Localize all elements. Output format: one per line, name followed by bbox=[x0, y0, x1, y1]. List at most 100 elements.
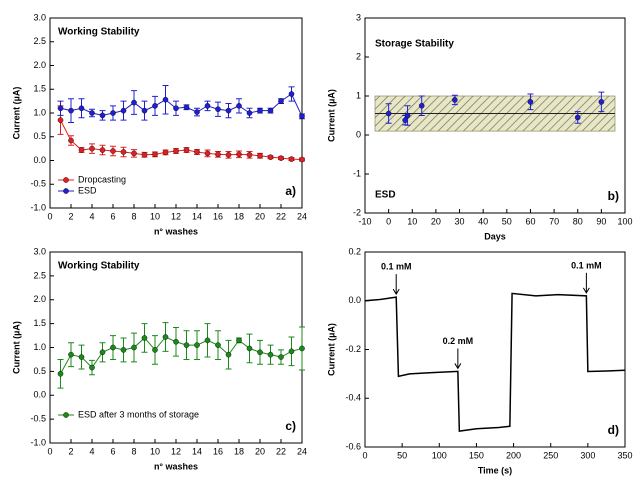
legend-label: Dropcasting bbox=[78, 174, 126, 184]
y-tick-label: 0.5 bbox=[33, 131, 46, 141]
x-tick-label: 8 bbox=[131, 446, 136, 456]
x-axis-label: Time (s) bbox=[478, 465, 512, 475]
legend-marker bbox=[63, 177, 69, 183]
y-tick-label: 1.5 bbox=[33, 84, 46, 94]
marker bbox=[288, 348, 295, 355]
marker bbox=[246, 110, 253, 116]
x-tick-label: 16 bbox=[213, 211, 223, 221]
marker bbox=[385, 110, 392, 117]
arrow bbox=[392, 274, 400, 296]
marker bbox=[299, 156, 305, 163]
y-tick-label: -1.0 bbox=[30, 437, 46, 447]
marker bbox=[299, 113, 305, 120]
marker bbox=[452, 97, 458, 103]
x-tick-label: 8 bbox=[131, 211, 136, 221]
y-axis-label: Current (µA) bbox=[11, 87, 21, 140]
x-tick-label: 100 bbox=[432, 450, 447, 460]
x-tick-label: 2 bbox=[68, 446, 73, 456]
x-tick-label: 22 bbox=[276, 446, 286, 456]
marker bbox=[288, 91, 295, 97]
marker bbox=[204, 337, 211, 344]
marker bbox=[278, 155, 284, 161]
x-tick-label: 80 bbox=[573, 216, 583, 226]
x-tick-label: 200 bbox=[506, 450, 521, 460]
x-tick-label: 350 bbox=[617, 450, 632, 460]
x-tick-label: 24 bbox=[297, 211, 307, 221]
y-tick-label: -0.6 bbox=[345, 441, 361, 451]
marker bbox=[99, 112, 106, 119]
marker bbox=[152, 151, 158, 158]
marker bbox=[68, 351, 74, 358]
y-tick-label: 2.5 bbox=[33, 270, 46, 280]
marker bbox=[120, 149, 127, 155]
marker bbox=[574, 114, 581, 121]
y-tick-label: 3.0 bbox=[33, 246, 46, 256]
marker bbox=[57, 105, 64, 112]
y-axis-label: Current (µA) bbox=[326, 323, 336, 376]
marker bbox=[57, 370, 64, 377]
marker bbox=[404, 112, 411, 119]
marker bbox=[215, 151, 221, 158]
y-tick-label: -0.5 bbox=[30, 179, 46, 189]
marker bbox=[120, 107, 127, 114]
marker bbox=[141, 107, 148, 114]
marker bbox=[418, 102, 425, 109]
x-tick-label: 70 bbox=[549, 216, 559, 226]
marker bbox=[204, 103, 211, 109]
x-tick-label: 60 bbox=[525, 216, 535, 226]
x-tick-label: 6 bbox=[110, 446, 115, 456]
y-tick-label: 0 bbox=[356, 129, 361, 139]
marker bbox=[183, 342, 190, 348]
x-tick-label: 0 bbox=[362, 450, 367, 460]
marker bbox=[215, 106, 221, 112]
legend-marker bbox=[63, 412, 69, 418]
x-tick-label: 20 bbox=[431, 216, 441, 226]
marker bbox=[162, 149, 169, 156]
x-axis-label: n° washes bbox=[154, 226, 198, 236]
annotation: Working Stability bbox=[58, 261, 140, 272]
series-line bbox=[364, 292, 626, 433]
marker bbox=[68, 137, 74, 144]
marker bbox=[89, 110, 95, 116]
y-tick-label: 1.0 bbox=[33, 342, 46, 352]
x-tick-label: 250 bbox=[543, 450, 558, 460]
marker bbox=[194, 342, 200, 348]
marker bbox=[194, 149, 200, 155]
marker bbox=[194, 109, 200, 115]
marker bbox=[78, 105, 85, 112]
marker bbox=[236, 337, 242, 344]
marker bbox=[225, 151, 232, 158]
annotation: ESD bbox=[375, 190, 396, 201]
y-tick-label: 0.0 bbox=[33, 390, 46, 400]
y-tick-label: -0.4 bbox=[345, 393, 361, 403]
y-tick-label: 1.5 bbox=[33, 318, 46, 328]
marker bbox=[257, 107, 263, 114]
marker bbox=[267, 154, 274, 160]
x-tick-label: 90 bbox=[596, 216, 606, 226]
marker bbox=[257, 152, 263, 159]
panel-label: a) bbox=[285, 184, 296, 198]
series-line bbox=[60, 93, 303, 117]
x-tick-label: 24 bbox=[297, 446, 307, 456]
y-tick-label: -1 bbox=[353, 168, 361, 178]
marker bbox=[267, 351, 274, 358]
y-tick-label: 0.0 bbox=[33, 155, 46, 165]
x-tick-label: 18 bbox=[234, 211, 244, 221]
y-tick-label: -2 bbox=[353, 207, 361, 217]
panel-label: c) bbox=[285, 419, 296, 433]
marker bbox=[99, 147, 106, 153]
y-tick-label: 2.0 bbox=[33, 294, 46, 304]
marker bbox=[204, 150, 211, 157]
marker bbox=[173, 148, 179, 154]
arrow bbox=[582, 272, 590, 294]
plot-frame bbox=[364, 17, 626, 214]
marker bbox=[215, 342, 221, 348]
x-tick-label: 16 bbox=[213, 446, 223, 456]
legend-label: ESD bbox=[78, 185, 97, 195]
x-tick-label: 50 bbox=[397, 450, 407, 460]
marker bbox=[598, 99, 605, 105]
legend-label: ESD after 3 months of storage bbox=[78, 409, 199, 419]
annotation: Storage Stability bbox=[375, 39, 454, 50]
x-tick-label: 20 bbox=[255, 446, 265, 456]
